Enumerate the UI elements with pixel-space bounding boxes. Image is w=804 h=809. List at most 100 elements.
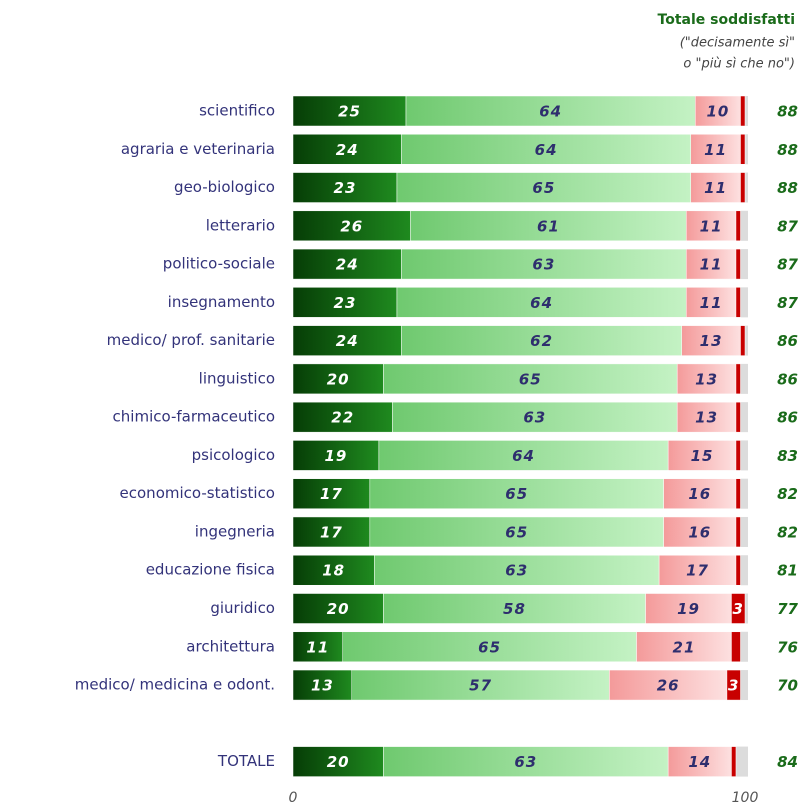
subtitle: ("decisamente sì"	[680, 36, 795, 51]
total-label: 87	[777, 217, 798, 235]
segment-label: 19	[325, 447, 348, 465]
segment-label: 63	[505, 562, 528, 580]
total-label: 82	[777, 485, 798, 503]
total-label: 86	[777, 370, 798, 388]
total-label: 82	[777, 523, 798, 541]
bar-segment	[685, 287, 737, 318]
bar-segment	[685, 210, 737, 242]
bar-segment	[731, 631, 741, 663]
segment-label: 24	[336, 256, 359, 274]
segment-label: 10	[706, 103, 729, 121]
segment-label: 11	[700, 294, 723, 312]
bar-segment	[740, 325, 746, 356]
x-tick-label: 0	[289, 790, 298, 806]
bar-segment	[735, 287, 741, 318]
bar-segment	[676, 363, 737, 395]
segment-label: 3	[728, 677, 739, 695]
bar-segment	[645, 593, 732, 624]
bar-segment	[292, 440, 380, 471]
bar-segment	[383, 593, 646, 624]
bar-segment	[292, 554, 375, 586]
bar-segment	[292, 172, 398, 203]
total-label: 88	[777, 179, 798, 197]
bar-segment	[735, 210, 741, 242]
bar-segment	[735, 478, 741, 509]
segment-label: 26	[657, 677, 680, 695]
total-label: 88	[777, 103, 798, 121]
segment-label: 65	[478, 638, 501, 656]
total-label: 88	[777, 141, 798, 159]
bar-segment	[667, 440, 737, 471]
total-label: 77	[777, 600, 798, 618]
bar-segment	[292, 669, 353, 701]
bar-segment	[401, 134, 692, 165]
segment-label: 20	[327, 600, 350, 618]
category-label: scientifico	[199, 102, 275, 120]
bar-segment	[292, 593, 384, 624]
segment-label: 16	[688, 523, 711, 541]
segment-label: 24	[336, 332, 359, 350]
bar-segment	[396, 287, 687, 318]
segment-label: 23	[334, 179, 357, 197]
bar-segment	[292, 134, 402, 165]
bar-segment	[392, 401, 678, 433]
total-label: 87	[777, 294, 798, 312]
segment-label: 11	[700, 217, 723, 235]
bar-segment	[740, 134, 746, 165]
total-label: 76	[777, 638, 798, 656]
bar-segment	[292, 631, 343, 663]
segment-label: 25	[338, 103, 361, 121]
bar-segment	[405, 95, 696, 127]
bar-segment	[410, 210, 687, 242]
bar-segment	[369, 516, 664, 548]
segment-label: 17	[320, 485, 343, 503]
bar-segment	[735, 440, 741, 471]
bar-segment	[374, 554, 660, 586]
total-label: 81	[777, 562, 798, 580]
bar-segment	[690, 134, 741, 165]
category-label: TOTALE	[217, 752, 275, 770]
segment-label: 65	[532, 179, 555, 197]
bar-segment	[292, 287, 398, 318]
segment-label: 62	[530, 332, 553, 350]
segment-label: 22	[331, 409, 354, 427]
total-label: 83	[777, 447, 798, 465]
bar-segment	[731, 746, 737, 777]
segment-label: 64	[535, 141, 558, 159]
bar-segment	[292, 248, 402, 280]
category-label: economico-statistico	[120, 484, 275, 502]
segment-label: 20	[327, 753, 350, 771]
title: Totale soddisfatti	[658, 12, 795, 28]
bar-segment	[292, 478, 371, 509]
bar-segment	[685, 248, 737, 280]
bar-segment	[292, 363, 384, 395]
segment-label: 65	[505, 485, 528, 503]
bar-segment	[658, 554, 737, 586]
bar-segment	[292, 210, 411, 242]
bar-segment	[292, 401, 393, 433]
category-label: medico/ medicina e odont.	[75, 676, 275, 694]
segment-label: 63	[514, 753, 537, 771]
category-label: agraria e veterinaria	[121, 140, 275, 158]
segment-label: 13	[311, 677, 334, 695]
bar-segment	[292, 516, 371, 548]
segment-label: 16	[688, 485, 711, 503]
segment-label: 23	[334, 294, 357, 312]
bar-segment	[383, 363, 678, 395]
segment-label: 26	[340, 217, 363, 235]
total-label: 86	[777, 409, 798, 427]
x-tick-label: 100	[732, 790, 759, 806]
segment-label: 65	[505, 523, 528, 541]
segment-label: 64	[539, 103, 562, 121]
bar-segment	[378, 440, 669, 471]
bar-segment	[609, 669, 728, 701]
segment-label: 17	[686, 562, 709, 580]
segment-label: 63	[523, 409, 546, 427]
bar-segment	[690, 172, 741, 203]
total-label: 86	[777, 332, 798, 350]
segment-label: 13	[695, 409, 718, 427]
bar-segment	[396, 172, 692, 203]
bar-segment	[667, 746, 732, 777]
category-label: chimico-farmaceutico	[113, 408, 275, 426]
